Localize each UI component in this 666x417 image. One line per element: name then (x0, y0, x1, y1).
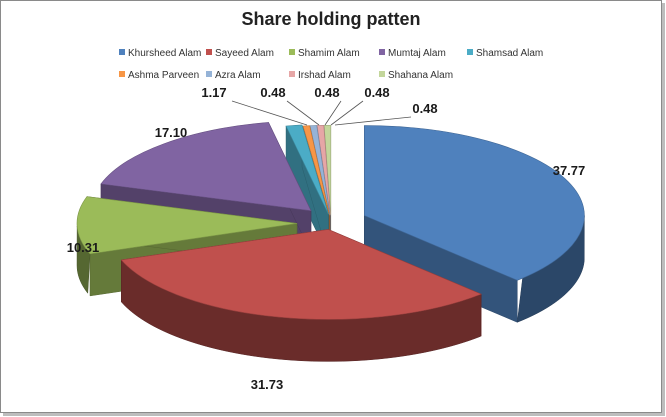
legend-label-7: Irshad Alam (298, 70, 351, 81)
pie-slices (76, 122, 585, 362)
legend-label-6: Azra Alam (215, 70, 261, 81)
legend-entry-3: Mumtaj Alam (379, 48, 446, 59)
legend-entry-0: Khursheed Alam (119, 48, 201, 59)
leader-line-7 (330, 100, 364, 126)
legend-label-2: Shamim Alam (298, 48, 360, 59)
legend-swatch-6 (206, 71, 212, 77)
legend-entry-4: Shamsad Alam (467, 48, 543, 59)
legend-entry-7: Irshad Alam (289, 70, 351, 81)
legend-swatch-7 (289, 71, 295, 77)
data-label-0: 37.77 (553, 163, 586, 178)
data-label-8: 0.48 (412, 101, 437, 116)
legend-swatch-1 (206, 49, 212, 55)
legend-swatch-0 (119, 49, 125, 55)
legend-label-5: Ashma Parveen (128, 70, 199, 81)
legend-swatch-2 (289, 49, 295, 55)
pie-chart: 37.77 31.73 10.31 17.10 1.17 0.48 0.48 0.48 0.48… (67, 48, 586, 392)
legend-entry-6: Azra Alam (206, 70, 261, 81)
legend-label-4: Shamsad Alam (476, 48, 543, 59)
legend-swatch-3 (379, 49, 385, 55)
legend-entry-2: Shamim Alam (289, 48, 360, 59)
legend: Khursheed Alam Sayeed Alam Shamim Alam Mumt… (119, 48, 543, 81)
leader-line-8 (334, 116, 412, 126)
pie-slice-1 (120, 229, 482, 362)
legend-swatch-4 (467, 49, 473, 55)
data-label-4: 1.17 (201, 85, 226, 100)
legend-label-3: Mumtaj Alam (388, 48, 446, 59)
data-label-2: 10.31 (67, 240, 100, 255)
legend-label-8: Shahana Alam (388, 70, 453, 81)
leader-line-5 (286, 100, 320, 126)
data-label-3: 17.10 (155, 125, 188, 140)
legend-label-0: Khursheed Alam (128, 48, 201, 59)
leader-lines (231, 100, 412, 126)
data-label-5: 0.48 (260, 85, 285, 100)
legend-swatch-5 (119, 71, 125, 77)
data-labels: 37.77 31.73 10.31 17.10 1.17 0.48 0.48 0.48 0.48 (67, 85, 586, 392)
legend-label-1: Sayeed Alam (215, 48, 274, 59)
legend-entry-5: Ashma Parveen (119, 70, 199, 81)
legend-entry-8: Shahana Alam (379, 70, 453, 81)
legend-entry-1: Sayeed Alam (206, 48, 274, 59)
leader-line-6 (324, 100, 342, 126)
data-label-1: 31.73 (251, 377, 284, 392)
leader-line-4 (231, 100, 308, 126)
chart-title: Share holding patten (241, 9, 421, 29)
data-label-7: 0.48 (364, 85, 389, 100)
data-label-6: 0.48 (314, 85, 339, 100)
legend-swatch-8 (379, 71, 385, 77)
